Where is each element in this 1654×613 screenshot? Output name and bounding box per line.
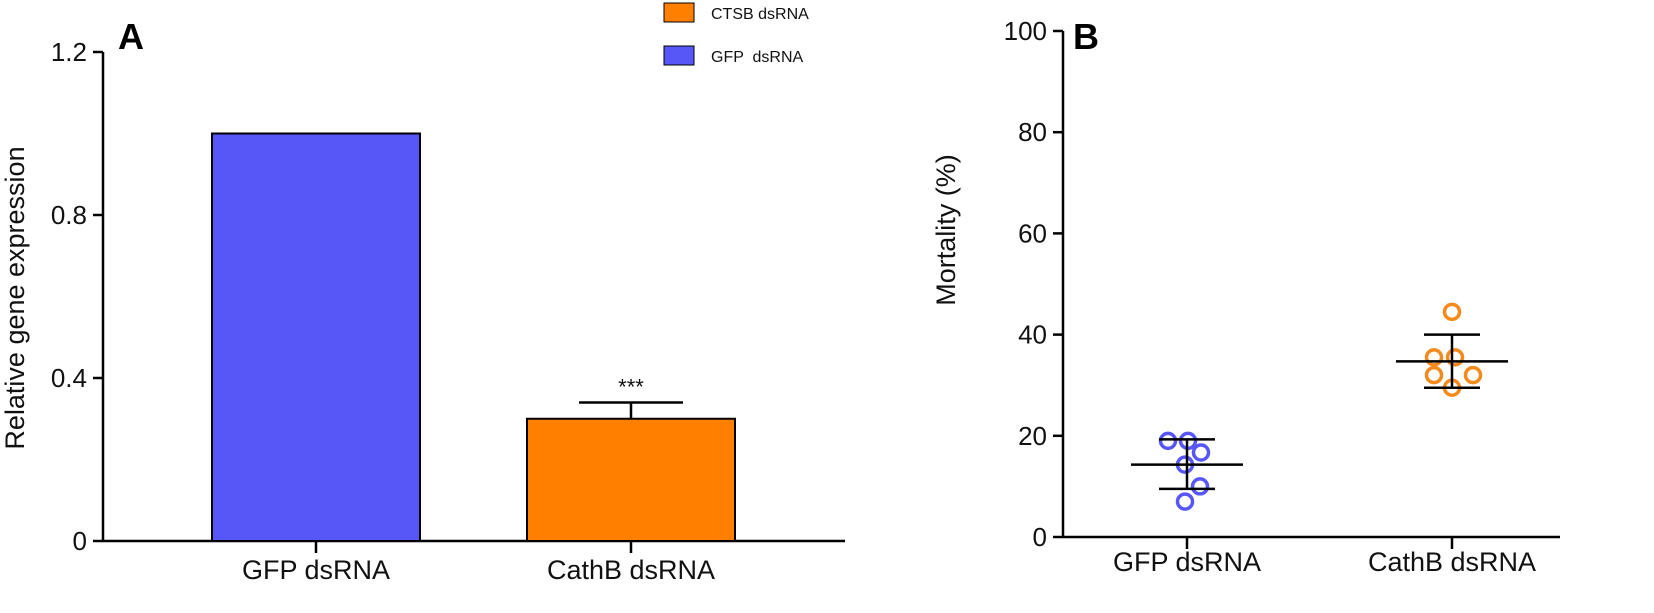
data-point — [1424, 365, 1444, 385]
panel-a-letter: A — [118, 16, 144, 57]
data-point — [1158, 431, 1178, 451]
panel-a-y-tick-label: 0.8 — [51, 200, 87, 230]
data-point — [1190, 477, 1210, 496]
significance-annotation: *** — [618, 374, 644, 399]
data-point — [1442, 302, 1462, 322]
panel-b-y-tick-label: 0 — [1033, 522, 1047, 552]
data-point — [1424, 348, 1444, 367]
bar — [211, 132, 421, 542]
data-point — [1463, 365, 1483, 385]
panel-a: A CTSB dsRNA GFP dsRNA 0 0.4 0.8 1.2 GFP ds… — [0, 2, 845, 585]
x-tick-label: CathB dsRNA — [1368, 547, 1536, 577]
panel-a-y-tick-label: 0 — [73, 526, 87, 556]
legend-swatch-ctsb — [663, 2, 695, 23]
panel-b-y-ticks: 0 20 40 60 80 100 — [1004, 16, 1063, 552]
panel-b-points: GFP dsRNA CathB dsRNA — [1113, 302, 1536, 577]
panel-b: B 0 20 40 60 80 100 GFP dsRNA CathB dsRNA Mort… — [931, 16, 1560, 577]
panel-b-y-tick-label: 80 — [1018, 117, 1047, 147]
panel-a-bars: GFP dsRNA CathB dsRNA *** — [211, 132, 736, 585]
x-tick-label: GFP dsRNA — [242, 555, 390, 585]
bar — [526, 417, 736, 542]
panel-a-y-tick-label: 0.4 — [51, 363, 87, 393]
x-tick-label: GFP dsRNA — [1113, 547, 1261, 577]
panel-b-letter: B — [1073, 16, 1099, 57]
legend-swatch-gfp — [663, 45, 695, 66]
panel-b-y-tick-label: 40 — [1018, 320, 1047, 350]
panel-b-y-tick-label: 60 — [1018, 218, 1047, 248]
data-point — [1175, 492, 1195, 511]
legend-label-ctsb: CTSB dsRNA — [711, 6, 809, 23]
data-point — [1191, 443, 1211, 462]
panel-b-y-tick-label: 100 — [1004, 16, 1047, 46]
x-tick-label: CathB dsRNA — [547, 555, 715, 585]
panel-b-y-tick-label: 20 — [1018, 421, 1047, 451]
panel-a-y-axis-title: Relative gene expression — [0, 146, 30, 449]
panel-a-y-tick-label: 1.2 — [51, 37, 87, 67]
panel-b-y-axis-title: Mortality (%) — [931, 154, 961, 306]
legend-label-gfp: GFP dsRNA — [711, 49, 804, 66]
panel-a-legend: CTSB dsRNA GFP dsRNA — [663, 2, 809, 66]
panel-a-y-ticks: 0 0.4 0.8 1.2 — [51, 37, 103, 556]
data-point — [1445, 348, 1465, 367]
